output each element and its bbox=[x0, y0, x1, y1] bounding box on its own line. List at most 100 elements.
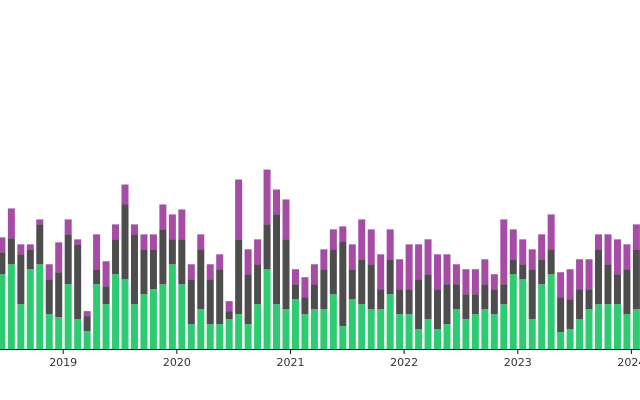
bar-segment-s1-37 bbox=[348, 269, 356, 300]
bar-segment-s2-60 bbox=[566, 269, 574, 300]
bar-segment-s2-10 bbox=[93, 234, 101, 270]
bar-segment-s0-40 bbox=[377, 309, 385, 350]
bar-segment-s0-55 bbox=[519, 279, 527, 349]
bar-segment-s1-67 bbox=[632, 249, 640, 310]
bar-segment-s2-18 bbox=[168, 214, 176, 240]
bar-segment-s2-15 bbox=[140, 234, 148, 250]
bar-segment-s0-46 bbox=[434, 329, 442, 349]
bar-segment-s1-38 bbox=[358, 259, 366, 305]
bar-segment-s1-16 bbox=[149, 249, 157, 290]
bar-segment-s1-52 bbox=[490, 289, 498, 315]
bar-segment-s1-55 bbox=[519, 264, 527, 280]
bar-segment-s0-49 bbox=[462, 319, 470, 349]
bar-segment-s0-45 bbox=[424, 319, 432, 349]
bar-segment-s1-29 bbox=[273, 214, 281, 305]
bar-segment-s1-32 bbox=[301, 297, 309, 315]
bar-segment-s0-38 bbox=[358, 304, 366, 349]
bar-segment-s0-52 bbox=[490, 314, 498, 349]
bar-segment-s1-4 bbox=[36, 224, 44, 265]
bar-segment-s0-4 bbox=[36, 264, 44, 349]
bar-segment-s0-63 bbox=[595, 304, 603, 349]
bar-segment-s1-21 bbox=[197, 249, 205, 310]
bar-segment-s1-54 bbox=[509, 259, 517, 275]
bar-segment-s2-54 bbox=[509, 229, 517, 260]
bar-segment-s1-6 bbox=[55, 272, 63, 318]
bar-segment-s2-67 bbox=[632, 224, 640, 250]
x-tick-label-2023: 2023 bbox=[504, 356, 532, 369]
bar-segment-s0-59 bbox=[557, 332, 565, 349]
bar-segment-s2-19 bbox=[178, 209, 186, 240]
bar-segment-s0-29 bbox=[273, 304, 281, 349]
bar-segment-s1-64 bbox=[604, 264, 612, 305]
bar-segment-s2-4 bbox=[36, 219, 44, 225]
bar-segment-s1-43 bbox=[405, 289, 413, 315]
bar-segment-s1-45 bbox=[424, 274, 432, 320]
bar-segment-s0-56 bbox=[528, 319, 536, 349]
bar-segment-s0-16 bbox=[149, 289, 157, 349]
bar-segment-s0-14 bbox=[130, 304, 138, 349]
bar-segment-s2-17 bbox=[159, 204, 167, 230]
bar-segment-s2-35 bbox=[329, 229, 337, 250]
bar-segment-s2-25 bbox=[235, 179, 243, 240]
bar-segment-s1-20 bbox=[187, 279, 195, 325]
bar-segment-s1-27 bbox=[254, 264, 262, 305]
x-tick-label-2021: 2021 bbox=[276, 356, 304, 369]
bar-segment-s1-31 bbox=[291, 284, 299, 300]
bar-segment-s2-51 bbox=[481, 259, 489, 285]
bar-segment-s0-62 bbox=[585, 309, 593, 350]
bar-segment-s0-41 bbox=[386, 294, 394, 349]
bar-segment-s0-25 bbox=[235, 314, 243, 349]
bar-segment-s2-55 bbox=[519, 239, 527, 265]
bar-segment-s1-19 bbox=[178, 239, 186, 285]
bar-segment-s2-64 bbox=[604, 234, 612, 265]
bar-segment-s2-59 bbox=[557, 272, 565, 298]
bar-segment-s1-51 bbox=[481, 284, 489, 310]
bar-segment-s2-24 bbox=[225, 301, 233, 312]
bar-segment-s1-5 bbox=[45, 279, 53, 315]
bar-segment-s1-9 bbox=[83, 316, 91, 332]
bar-segment-s1-2 bbox=[17, 254, 25, 305]
bar-segment-s1-60 bbox=[566, 299, 574, 330]
bar-segment-s0-15 bbox=[140, 294, 148, 349]
bar-segment-s2-57 bbox=[538, 234, 546, 260]
bar-segment-s1-57 bbox=[538, 259, 546, 285]
bar-segment-s1-66 bbox=[623, 269, 631, 315]
bar-segment-s1-13 bbox=[121, 204, 129, 280]
bar-segment-s1-1 bbox=[7, 238, 15, 265]
bar-segment-s1-23 bbox=[216, 269, 224, 325]
bar-segment-s2-5 bbox=[45, 264, 53, 280]
bar-segment-s1-33 bbox=[310, 284, 318, 310]
bar-segment-s0-19 bbox=[178, 284, 186, 349]
bar-segment-s0-23 bbox=[216, 324, 224, 349]
bar-segment-s1-53 bbox=[500, 284, 508, 305]
x-tick-label-2020: 2020 bbox=[163, 356, 191, 369]
bar-segment-s1-11 bbox=[102, 286, 110, 305]
bar-segment-s0-13 bbox=[121, 279, 129, 349]
bars-layer bbox=[0, 169, 640, 350]
bar-segment-s2-23 bbox=[216, 254, 224, 270]
bar-segment-s0-36 bbox=[339, 326, 347, 349]
bar-segment-s1-46 bbox=[434, 289, 442, 330]
bar-segment-s1-40 bbox=[377, 289, 385, 310]
x-ticks-layer: 2019 2020 2021 2022 2023 2024 bbox=[49, 349, 640, 369]
bar-segment-s1-63 bbox=[595, 249, 603, 305]
bar-segment-s2-1 bbox=[7, 208, 15, 239]
bar-segment-s0-11 bbox=[102, 304, 110, 349]
bar-segment-s0-12 bbox=[112, 274, 120, 349]
bar-segment-s1-7 bbox=[64, 234, 72, 285]
bar-segment-s1-62 bbox=[585, 289, 593, 310]
bar-segment-s2-33 bbox=[310, 264, 318, 285]
bar-segment-s1-48 bbox=[452, 284, 460, 310]
bar-segment-s0-27 bbox=[254, 304, 262, 349]
bar-segment-s1-56 bbox=[528, 269, 536, 320]
bar-segment-s0-53 bbox=[500, 304, 508, 349]
bar-segment-s2-52 bbox=[490, 274, 498, 290]
bar-segment-s0-54 bbox=[509, 274, 517, 349]
bar-segment-s1-50 bbox=[471, 294, 479, 315]
bar-segment-s1-35 bbox=[329, 249, 337, 295]
bar-segment-s0-18 bbox=[168, 264, 176, 349]
bar-segment-s2-21 bbox=[197, 234, 205, 250]
bar-segment-s1-17 bbox=[159, 229, 167, 285]
bar-segment-s2-22 bbox=[206, 264, 214, 280]
bar-segment-s2-2 bbox=[17, 244, 25, 255]
